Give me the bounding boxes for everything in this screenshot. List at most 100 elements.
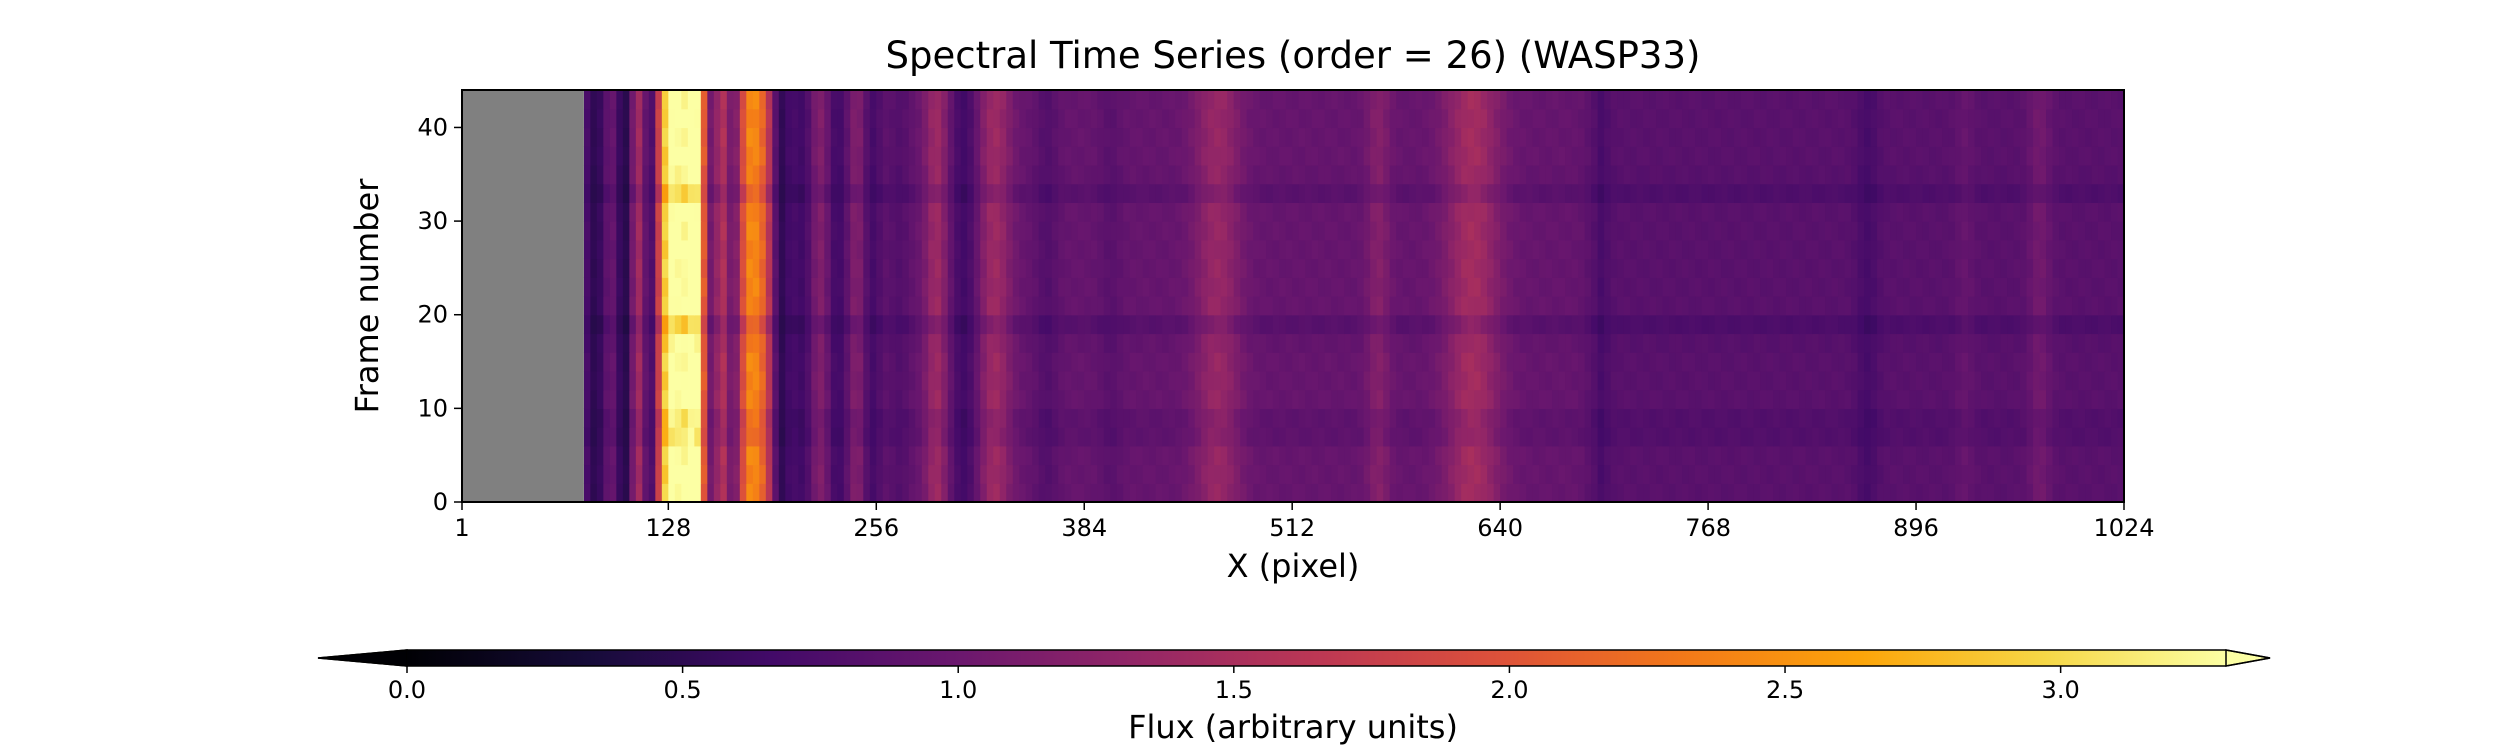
heatmap-cell (635, 221, 643, 241)
heatmap-cell (1207, 483, 1215, 502)
heatmap-cell (863, 183, 871, 203)
heatmap-cell (1734, 389, 1742, 409)
heatmap-cell (2046, 108, 2054, 129)
heatmap-cell (1032, 445, 1040, 466)
heatmap-cell (1142, 427, 1150, 447)
heatmap-cell (1025, 427, 1033, 447)
heatmap-cell (1162, 146, 1170, 166)
heatmap-cell (2065, 333, 2073, 353)
heatmap-cell (1162, 164, 1170, 185)
heatmap-cell (908, 389, 916, 409)
heatmap-cell (1870, 277, 1878, 297)
heatmap-cell (668, 352, 676, 372)
heatmap-cell (1305, 258, 1313, 278)
heatmap-cell (1175, 164, 1183, 185)
heatmap-cell (1649, 314, 1657, 335)
heatmap-cell (629, 202, 637, 222)
heatmap-cell (1513, 464, 1521, 484)
heatmap-cell (798, 464, 806, 484)
heatmap-cell (707, 314, 715, 335)
heatmap-cell (1591, 202, 1599, 222)
heatmap-cell (1240, 277, 1248, 297)
heatmap-cell (1201, 314, 1209, 335)
heatmap-cell (1864, 183, 1872, 203)
heatmap-cell (1896, 408, 1904, 428)
heatmap-cell (1298, 296, 1306, 316)
heatmap-cell (1870, 370, 1878, 391)
heatmap-cell (752, 408, 760, 428)
heatmap-cell (1890, 445, 1898, 466)
heatmap-cell (863, 314, 871, 335)
heatmap-cell (720, 408, 728, 428)
heatmap-cell (1318, 483, 1326, 502)
heatmap-cell (2052, 164, 2060, 185)
heatmap-cell (1175, 108, 1183, 129)
heatmap-cell (1324, 370, 1332, 391)
heatmap-cell (1805, 127, 1813, 147)
heatmap-cell (1227, 483, 1235, 502)
heatmap-cell (1591, 408, 1599, 428)
heatmap-cell (765, 202, 773, 222)
heatmap-cell (2026, 352, 2034, 372)
heatmap-cell (2104, 183, 2112, 203)
heatmap-cell (609, 370, 617, 391)
heatmap-cell (837, 108, 845, 129)
heatmap-cell (1695, 258, 1703, 278)
heatmap-cell (1474, 258, 1482, 278)
heatmap-cell (1324, 464, 1332, 484)
heatmap-cell (1038, 183, 1046, 203)
heatmap-cell (1402, 389, 1410, 409)
heatmap-cell (1058, 239, 1066, 260)
heatmap-cell (1324, 164, 1332, 185)
heatmap-cell (1168, 445, 1176, 466)
heatmap-cell (1097, 127, 1105, 147)
heatmap-cell (1662, 239, 1670, 260)
heatmap-cell (785, 221, 793, 241)
heatmap-cell (934, 408, 942, 428)
heatmap-cell (804, 352, 812, 372)
heatmap-cell (1753, 483, 1761, 502)
heatmap-cell (1714, 146, 1722, 166)
heatmap-cell (967, 221, 975, 241)
heatmap-cell (1110, 408, 1118, 428)
heatmap-cell (2078, 370, 2086, 391)
heatmap-cell (2052, 464, 2060, 484)
heatmap-cell (1058, 427, 1066, 447)
heatmap-cell (1454, 258, 1462, 278)
heatmap-cell (856, 333, 864, 353)
heatmap-cell (1701, 277, 1709, 297)
heatmap-cell (1051, 146, 1059, 166)
heatmap-cell (1467, 408, 1475, 428)
heatmap-cell (1220, 352, 1228, 372)
heatmap-cell (1630, 164, 1638, 185)
heatmap-cell (1077, 389, 1085, 409)
heatmap-cell (1727, 389, 1735, 409)
heatmap-cell (1929, 427, 1937, 447)
heatmap-cell (1942, 464, 1950, 484)
heatmap-cell (694, 146, 702, 166)
heatmap-cell (850, 389, 858, 409)
heatmap-cell (1929, 314, 1937, 335)
heatmap-cell (1565, 352, 1573, 372)
heatmap-cell (583, 90, 591, 110)
heatmap-cell (1916, 464, 1924, 484)
heatmap-cell (1721, 258, 1729, 278)
heatmap-cell (752, 314, 760, 335)
heatmap-cell (1500, 427, 1508, 447)
heatmap-cell (1669, 408, 1677, 428)
heatmap-cell (681, 127, 689, 147)
heatmap-cell (1682, 483, 1690, 502)
heatmap-cell (1818, 408, 1826, 428)
heatmap-cell (609, 464, 617, 484)
heatmap-cell (941, 333, 949, 353)
heatmap-cell (1240, 221, 1248, 241)
heatmap-cell (1623, 427, 1631, 447)
heatmap-cell (1051, 427, 1059, 447)
heatmap-cell (1890, 239, 1898, 260)
heatmap-cell (583, 370, 591, 391)
heatmap-cell (1552, 464, 1560, 484)
heatmap-cell (1643, 314, 1651, 335)
heatmap-cell (785, 146, 793, 166)
heatmap-cell (1792, 445, 1800, 466)
heatmap-cell (2020, 333, 2028, 353)
